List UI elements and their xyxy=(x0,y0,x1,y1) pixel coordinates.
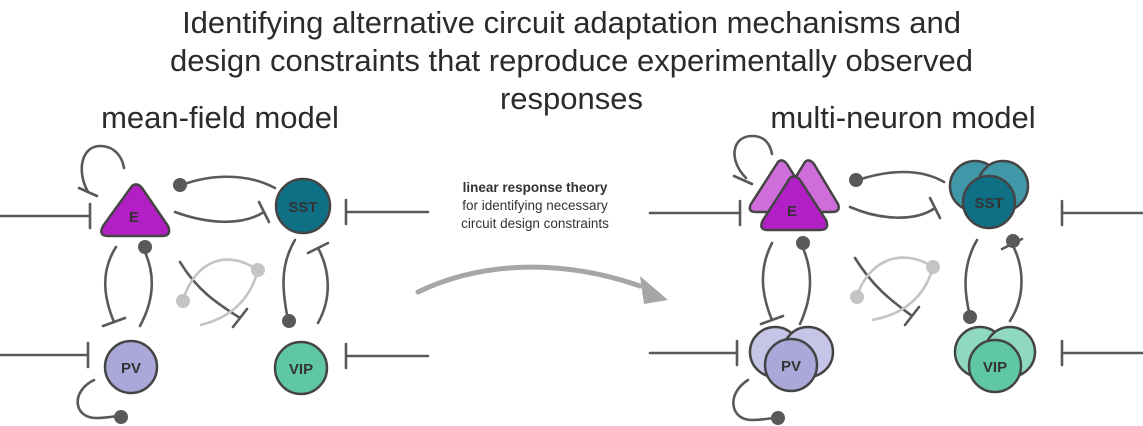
dot-pv-self xyxy=(114,410,128,424)
multi-sst-to-e xyxy=(856,170,946,184)
multi-e-label: E xyxy=(787,203,797,220)
multi-e-self-loop-end xyxy=(732,174,754,186)
multi-dot-sst-to-vip xyxy=(963,310,977,324)
input-to-sst xyxy=(344,198,430,226)
multi-vip-to-pv-faded-a xyxy=(855,256,934,297)
e-population-front xyxy=(760,175,829,232)
multi-neuron-connections xyxy=(648,134,1143,422)
dot-faded-b xyxy=(251,263,265,277)
mean-field-connections xyxy=(0,144,430,420)
multi-input-to-sst xyxy=(1060,199,1143,227)
e-self-loop-end xyxy=(77,186,99,198)
multi-sst-to-pv xyxy=(853,256,921,327)
dot-pv-to-e xyxy=(138,240,152,254)
arrow-head xyxy=(640,276,668,304)
e-triangle xyxy=(100,183,171,238)
caption-line-2: for identifying necessary xyxy=(462,198,608,213)
mean-field-faded-dots xyxy=(176,263,265,308)
multi-e-to-sst xyxy=(848,196,942,220)
multi-dot-faded-b xyxy=(926,260,940,274)
node-sst: SST xyxy=(274,177,332,235)
multi-input-to-e xyxy=(648,199,742,227)
e-label: E xyxy=(129,209,139,226)
input-to-pv xyxy=(0,341,90,369)
multi-pv-to-e xyxy=(798,244,812,326)
figure-title: Identifying alternative circuit adaptati… xyxy=(0,4,1143,118)
vip-to-pv-faded-b xyxy=(199,269,260,327)
input-to-vip xyxy=(344,342,430,370)
title-line-1: Identifying alternative circuit adaptati… xyxy=(182,5,961,40)
sst-label: SST xyxy=(288,199,317,216)
e-to-sst xyxy=(173,200,271,224)
sst-circle xyxy=(274,177,332,235)
multi-neuron-synapse-dots xyxy=(771,173,1020,425)
mean-field-heading: mean-field model xyxy=(101,100,339,135)
vip-to-pv-faded-a xyxy=(181,258,259,301)
multi-e-to-pv xyxy=(759,241,785,326)
multi-input-to-vip xyxy=(1060,339,1143,367)
multi-neuron-faded-dots xyxy=(850,260,940,304)
mean-field-model: mean-field model xyxy=(0,100,430,424)
multi-node-e: E xyxy=(748,159,840,232)
multi-dot-sst-to-e xyxy=(849,173,863,187)
e-self-loop xyxy=(80,144,126,194)
mean-field-synapse-dots xyxy=(114,178,296,424)
vip-circle xyxy=(273,340,329,396)
multi-sst-to-vip xyxy=(964,238,979,318)
transformation-arrow: linear response theory for identifying n… xyxy=(415,180,668,304)
multi-neuron-model: multi-neuron model xyxy=(648,100,1143,425)
sst-to-vip xyxy=(282,238,297,322)
multi-input-to-pv xyxy=(648,339,739,367)
sst-population-front xyxy=(961,174,1017,230)
multi-vip-to-pv-faded-b xyxy=(871,266,935,322)
e-to-pv xyxy=(101,245,127,328)
dot-sst-to-vip xyxy=(282,314,296,328)
pv-circle xyxy=(103,339,159,395)
input-to-e xyxy=(0,202,92,230)
multi-node-vip: VIP xyxy=(953,325,1037,394)
caption-line-3: circuit design constraints xyxy=(461,216,609,231)
sst-to-e xyxy=(180,175,277,190)
multi-neuron-heading: multi-neuron model xyxy=(770,100,1035,135)
sst-to-pv xyxy=(178,260,249,329)
multi-node-sst: SST xyxy=(948,159,1030,230)
node-e: E xyxy=(100,183,171,238)
multi-vip-label: VIP xyxy=(983,359,1007,376)
multi-dot-pv-to-e xyxy=(796,236,810,250)
vip-label: VIP xyxy=(289,361,313,378)
title-line-2: design constraints that reproduce experi… xyxy=(169,43,973,78)
caption-bold: linear response theory xyxy=(463,180,608,195)
vip-to-sst xyxy=(306,241,330,325)
dot-faded-a xyxy=(176,294,190,308)
multi-dot-vip-to-sst xyxy=(1006,234,1020,248)
node-vip: VIP xyxy=(273,340,329,396)
multi-pv-self-loop xyxy=(732,378,778,422)
multi-pv-label: PV xyxy=(781,358,801,375)
multi-sst-label: SST xyxy=(974,195,1003,212)
multi-dot-faded-a xyxy=(850,290,864,304)
multi-dot-pv-self xyxy=(771,411,785,425)
multi-e-self-loop xyxy=(733,134,774,180)
pv-to-e xyxy=(138,248,154,328)
dot-sst-to-e xyxy=(173,178,187,192)
pv-label: PV xyxy=(121,360,141,377)
vip-population-front xyxy=(967,338,1023,394)
pv-population-front xyxy=(763,337,819,393)
node-pv: PV xyxy=(103,339,159,395)
title-line-3: responses xyxy=(499,81,644,116)
multi-node-pv: PV xyxy=(748,325,835,393)
arrow-shaft xyxy=(415,264,643,295)
multi-vip-to-sst xyxy=(1000,237,1024,323)
